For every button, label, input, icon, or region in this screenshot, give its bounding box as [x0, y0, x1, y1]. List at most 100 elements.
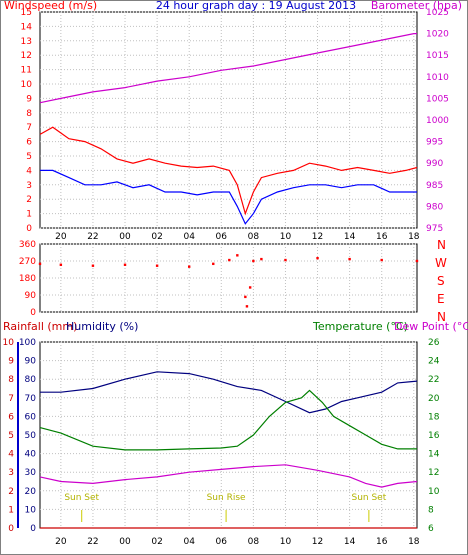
direction-point [228, 258, 231, 262]
windspeed-tick-label: 3 [26, 181, 32, 191]
direction-point [244, 295, 247, 299]
x-tick-label-bottom: 12 [312, 537, 323, 547]
humidity-tick-label: 10 [25, 505, 37, 515]
windspeed-tick-label: 2 [26, 195, 32, 205]
direction-tick-label: 180 [19, 274, 36, 284]
sun-marker-label: Sun Set [64, 493, 99, 503]
direction-label-s: S [437, 274, 445, 288]
dewpoint-line [39, 464, 418, 488]
direction-point [155, 264, 159, 267]
barometer-label: Barometer (hpa) [371, 0, 462, 12]
x-tick-label-bottom: 00 [119, 537, 131, 547]
windspeed-tick-label: 5 [26, 152, 32, 162]
grid-lines [40, 11, 417, 529]
windspeed-label: Windspeed (m/s) [4, 0, 97, 12]
temperature-tick-label: 6 [428, 524, 434, 534]
dewpoint-label: Dew Point (°C) [394, 320, 468, 333]
x-tick-label-top: 14 [344, 232, 356, 242]
humidity-tick-label: 0 [30, 524, 36, 534]
rainfall-tick-label: 6 [8, 412, 14, 422]
temperature-tick-label: 18 [428, 412, 440, 422]
windspeed-tick-label: 11 [21, 66, 32, 76]
windspeed-tick-label: 7 [26, 123, 32, 133]
direction-point [38, 262, 42, 266]
humidity-tick-label: 100 [19, 338, 36, 348]
x-tick-label-bottom: 14 [344, 537, 356, 547]
temperature-tick-label: 20 [428, 394, 440, 404]
humidity-line [40, 371, 418, 414]
direction-point [212, 262, 215, 266]
plot-frame-1 [39, 11, 418, 229]
windspeed-tick-label: 1 [26, 210, 32, 220]
barometer-tick-label: 995 [426, 138, 443, 148]
x-tick-label-top: 10 [280, 232, 292, 242]
x-tick-label-bottom: 18 [408, 537, 420, 547]
temperature-line [39, 389, 417, 451]
humidity-tick-label: 70 [25, 394, 37, 404]
x-tick-label-bottom: 06 [216, 537, 228, 547]
rainfall-tick-label: 3 [8, 468, 14, 478]
humidity-tick-label: 20 [25, 487, 37, 497]
x-tick-label-top: 06 [216, 232, 228, 242]
rainfall-tick-label: 9 [8, 357, 14, 367]
barometer-tick-label: 1010 [426, 73, 449, 83]
sun-marker-label: Sun Rise [207, 493, 246, 503]
direction-point [245, 305, 249, 308]
barometer-tick-label: 1020 [426, 30, 449, 40]
direction-point [236, 254, 239, 257]
rainfall-tick-label: 0 [8, 524, 14, 534]
temperature-tick-label: 16 [428, 431, 440, 441]
x-tick-label-top: 22 [87, 232, 98, 242]
direction-point [316, 256, 319, 260]
humidity-tick-label: 90 [25, 357, 37, 367]
temperature-tick-label: 22 [428, 375, 439, 385]
windspeed-tick-label: 0 [26, 224, 32, 234]
direction-point [260, 257, 263, 261]
rainfall-tick-label: 5 [8, 431, 14, 441]
barometer-tick-label: 1005 [426, 94, 449, 104]
x-tick-label-bottom: 04 [183, 537, 195, 547]
temperature-tick-label: 8 [428, 505, 434, 515]
barometer-tick-label: 990 [426, 159, 443, 169]
windspeed-tick-label: 12 [21, 51, 32, 61]
x-tick-label-bottom: 16 [376, 537, 388, 547]
rainfall-tick-label: 4 [8, 450, 14, 460]
x-tick-label-bottom: 02 [151, 537, 162, 547]
windspeed-tick-label: 9 [26, 94, 32, 104]
direction-point [348, 257, 351, 261]
x-tick-label-top: 16 [376, 232, 388, 242]
x-tick-label-top: 02 [151, 232, 162, 242]
windspeed-tick-label: 14 [21, 22, 33, 32]
x-tick-label-top: 00 [119, 232, 131, 242]
barometer-tick-label: 980 [426, 202, 443, 212]
direction-point [59, 263, 63, 266]
temperature-tick-label: 24 [428, 357, 440, 367]
direction-tick-label: 0 [30, 308, 36, 318]
plot-frame-2 [39, 243, 418, 313]
barometer-line [39, 32, 417, 104]
rainfall-tick-label: 8 [8, 375, 14, 385]
windspeed-tick-label: 4 [26, 166, 32, 176]
rainfall-tick-label: 1 [8, 505, 14, 515]
direction-point [187, 265, 191, 268]
x-tick-label-top: 08 [248, 232, 260, 242]
direction-tick-label: 270 [19, 257, 36, 267]
direction-tick-label: 360 [19, 240, 36, 250]
humidity-label: Humidity (%) [66, 320, 138, 333]
direction-label-e: E [437, 292, 445, 306]
rainfall-tick-label: 10 [3, 338, 15, 348]
rainfall-label: Rainfall (mm) [3, 320, 77, 333]
humidity-tick-label: 30 [25, 468, 37, 478]
barometer-tick-label: 975 [426, 224, 443, 234]
x-tick-label-bottom: 20 [55, 537, 67, 547]
x-tick-label-bottom: 08 [248, 537, 260, 547]
humidity-tick-label: 60 [25, 412, 37, 422]
temperature-tick-label: 14 [428, 450, 440, 460]
plot-frames [39, 11, 418, 529]
direction-point [380, 258, 383, 262]
x-tick-label-top: 18 [408, 232, 420, 242]
direction-label-n: N [437, 238, 446, 252]
temperature-label: Temperature (°C) [312, 320, 408, 333]
